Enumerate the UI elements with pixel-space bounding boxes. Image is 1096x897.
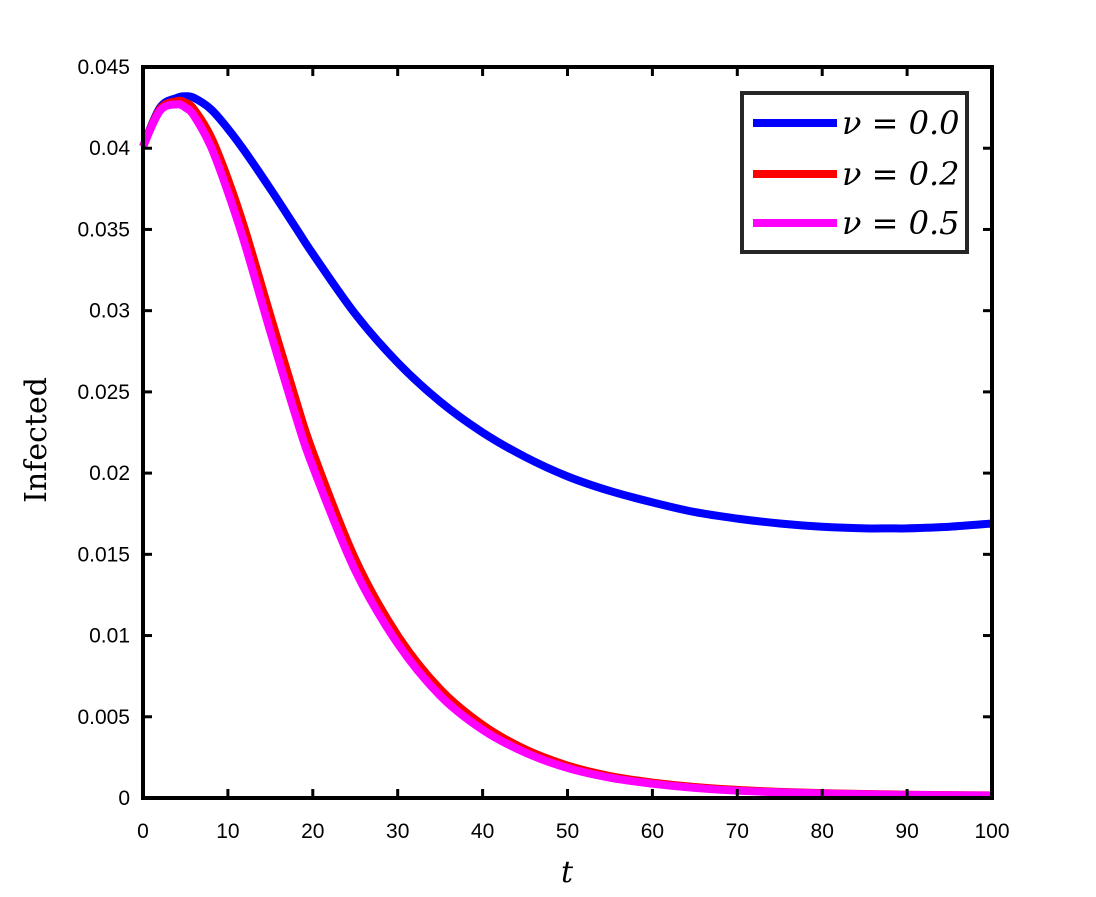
y-tick-label: 0.04 (89, 137, 130, 160)
series-line-0 (139, 92, 993, 533)
x-axis-label: t (561, 855, 574, 890)
x-tick-label: 30 (386, 820, 409, 843)
x-tick-labels: 0 10 20 30 40 50 60 70 80 90 100 (137, 820, 1009, 843)
x-tick-label: 0 (137, 820, 149, 843)
y-axis-label: Infected (19, 377, 54, 503)
y-tick-label: 0.035 (77, 218, 130, 241)
y-tick-label: 0.03 (89, 300, 130, 323)
series-line-2 (139, 100, 993, 800)
x-tick-label: 50 (556, 820, 579, 843)
x-tick-label: 100 (974, 820, 1009, 843)
y-tick-label: 0 (118, 787, 130, 810)
legend-label-nu-0-0: ν = 0.0 (842, 104, 960, 142)
plot-frame (141, 65, 994, 800)
y-tick-labels: 0 0.005 0.01 0.015 0.02 0.025 0.03 0.035 0.04 0.0… (77, 56, 130, 810)
legend: ν = 0.0 ν = 0.2 ν = 0.5 (740, 91, 969, 254)
y-tick-label: 0.015 (77, 543, 130, 566)
x-tick-label: 40 (471, 820, 494, 843)
x-tick-label: 60 (641, 820, 664, 843)
legend-label-nu-0-2: ν = 0.2 (842, 155, 960, 193)
legend-label-nu-0-5: ν = 0.5 (842, 204, 960, 242)
series-lines (139, 92, 993, 800)
x-tick-label: 70 (726, 820, 749, 843)
y-tick-label: 0.045 (77, 56, 130, 79)
y-tick-label: 0.02 (89, 462, 130, 485)
y-tick-label: 0.025 (77, 381, 130, 404)
y-tick-label: 0.01 (89, 625, 130, 648)
x-tick-label: 20 (301, 820, 324, 843)
x-tick-label: 80 (811, 820, 834, 843)
y-tick-label: 0.005 (77, 706, 130, 729)
x-tick-label: 90 (895, 820, 918, 843)
x-tick-label: 10 (216, 820, 239, 843)
